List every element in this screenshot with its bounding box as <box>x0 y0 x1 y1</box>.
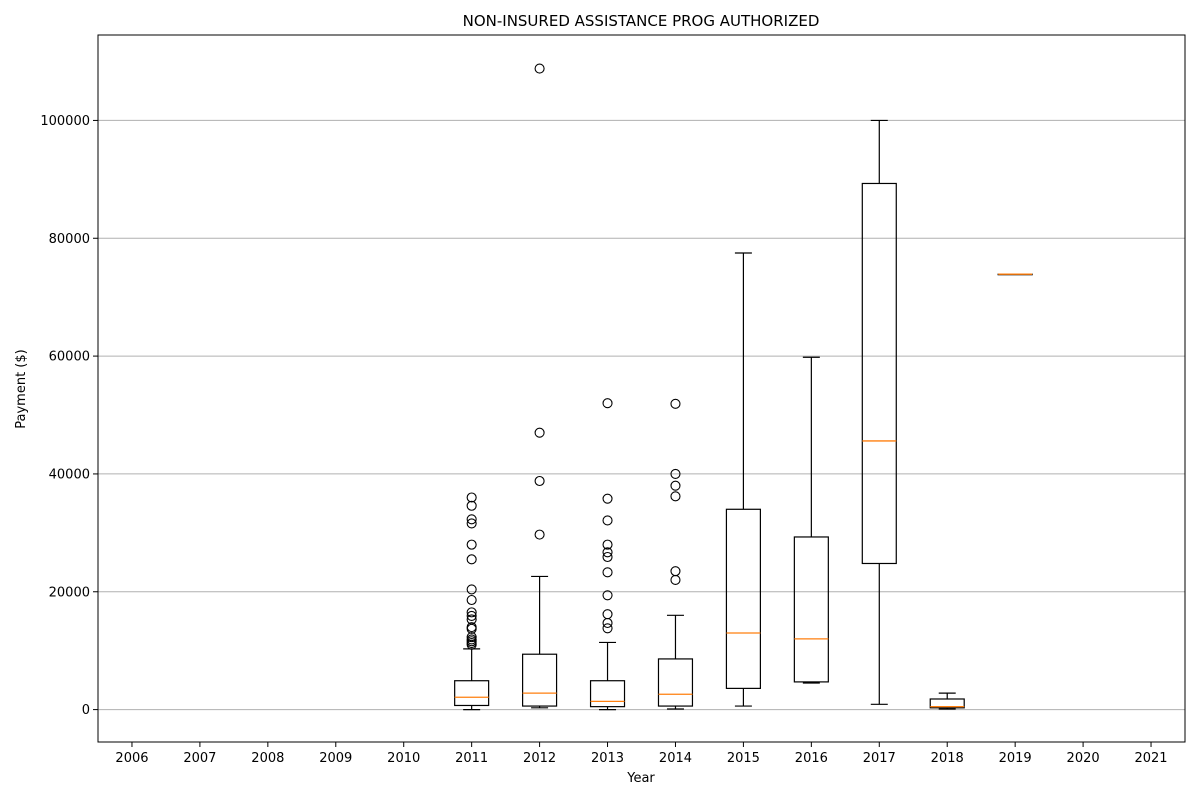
outlier-point <box>466 584 477 595</box>
x-tick-label: 2017 <box>863 751 896 766</box>
iqr-box <box>454 680 490 707</box>
box-2014 <box>657 398 694 710</box>
y-axis-label: Payment ($) <box>14 349 29 428</box>
grid-lines <box>98 119 1185 711</box>
iqr-box <box>589 680 626 708</box>
outlier-point <box>602 547 613 558</box>
box-2019 <box>997 273 1033 276</box>
x-tick-label: 2016 <box>795 751 828 766</box>
outlier-point <box>466 634 477 645</box>
outlier-point <box>534 529 545 540</box>
boxes-layer <box>454 63 1033 711</box>
y-tick-label: 0 <box>82 703 90 718</box>
y-tick-label: 100000 <box>40 114 90 129</box>
outlier-point <box>670 398 681 409</box>
y-axis-ticks: 0 20000 40000 60000 80000 100000 <box>40 114 98 718</box>
iqr-box <box>657 658 694 707</box>
x-tick-label: 2020 <box>1067 751 1100 766</box>
box-2011 <box>454 492 490 711</box>
outlier-point <box>466 554 477 565</box>
outlier-point <box>466 514 477 525</box>
plot-area-frame <box>97 34 1186 743</box>
outlier-point <box>466 610 477 621</box>
x-tick-label: 2014 <box>659 751 692 766</box>
outlier-point <box>602 551 613 563</box>
outlier-point <box>466 492 477 503</box>
x-tick-label: 2007 <box>183 751 216 766</box>
box-2018 <box>929 692 965 710</box>
outlier-point <box>602 493 613 504</box>
outlier-point <box>670 468 681 479</box>
outlier-point <box>602 567 613 578</box>
outlier-point <box>534 475 545 487</box>
outlier-point <box>602 539 613 550</box>
x-axis-label: Year <box>626 771 655 786</box>
y-tick-label: 60000 <box>49 350 90 365</box>
x-tick-label: 2008 <box>251 751 284 766</box>
outlier-point <box>466 614 477 625</box>
chart-title: NON-INSURED ASSISTANCE PROG AUTHORIZED <box>463 12 820 30</box>
box-2016 <box>793 356 829 684</box>
outlier-point <box>534 63 545 74</box>
x-tick-label: 2011 <box>455 751 488 766</box>
box-2013 <box>589 398 626 711</box>
y-tick-label: 40000 <box>49 467 90 482</box>
x-tick-label: 2019 <box>999 751 1032 766</box>
outlier-point <box>602 515 613 526</box>
x-tick-label: 2006 <box>115 751 148 766</box>
box-2017 <box>861 119 897 705</box>
iqr-box <box>793 536 829 683</box>
x-tick-label: 2013 <box>591 751 624 766</box>
iqr-box <box>725 508 761 689</box>
iqr-box <box>929 698 965 709</box>
x-tick-label: 2010 <box>387 751 420 766</box>
y-tick-label: 20000 <box>49 585 90 600</box>
outlier-point <box>602 590 613 601</box>
x-axis-ticks: 2006 2007 2008 2009 2010 2011 2012 2013 2014 2015… <box>115 742 1168 766</box>
box-2015 <box>725 252 761 707</box>
outlier-point <box>602 398 613 409</box>
x-tick-label: 2009 <box>319 751 352 766</box>
iqr-box <box>861 182 897 565</box>
outlier-point <box>602 623 613 634</box>
iqr-box <box>522 653 558 707</box>
outlier-point <box>670 480 681 491</box>
x-tick-label: 2018 <box>931 751 964 766</box>
outlier-point <box>466 500 477 511</box>
outlier-point <box>466 632 477 643</box>
outlier-point <box>466 607 477 618</box>
outlier-point <box>466 539 477 550</box>
x-tick-label: 2015 <box>727 751 760 766</box>
outlier-point <box>602 609 613 620</box>
outlier-point <box>466 622 477 633</box>
outlier-point <box>466 594 477 606</box>
y-tick-label: 80000 <box>49 232 90 247</box>
outlier-point <box>670 491 681 502</box>
outlier-point <box>670 566 681 577</box>
x-tick-label: 2021 <box>1134 751 1167 766</box>
x-tick-label: 2012 <box>523 751 556 766</box>
outlier-point <box>466 518 477 529</box>
outlier-point <box>534 427 545 438</box>
box-2012 <box>522 63 558 709</box>
